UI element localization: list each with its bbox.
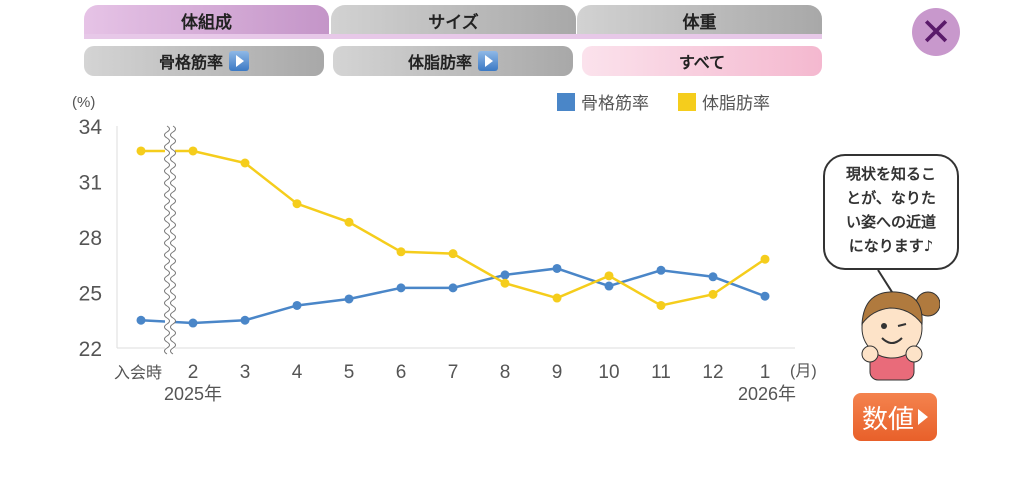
bubble-line: 現状を知るこ (845, 165, 936, 183)
tab-size[interactable]: サイズ (331, 5, 576, 35)
subtab-label: 骨格筋率 (158, 53, 223, 72)
data-point (292, 300, 302, 310)
y-tick-label: 25 (79, 283, 102, 306)
play-icon (918, 409, 928, 425)
y-tick-label: 22 (79, 338, 102, 361)
y-tick-label: 31 (79, 172, 102, 195)
data-point (240, 315, 250, 325)
x-axis-unit: (月) (790, 363, 817, 380)
data-point (604, 281, 614, 291)
data-point (760, 291, 770, 301)
legend-label: 骨格筋率 (581, 94, 649, 113)
bubble-line: になります♪ (848, 237, 934, 255)
series-line-0 (140, 267, 766, 325)
x-tick-label: 10 (598, 362, 619, 383)
data-point (708, 289, 718, 299)
tab-underline (84, 34, 822, 39)
y-axis-unit: (%) (72, 94, 95, 111)
year-label: 2026年 (738, 384, 796, 404)
data-point (552, 293, 562, 303)
x-tick-label: 5 (344, 362, 355, 383)
data-point (552, 263, 562, 273)
bubble-line: とが、なりた (846, 189, 936, 207)
data-point (500, 278, 510, 288)
x-tick-label: 6 (396, 362, 407, 383)
x-tick-label: 8 (500, 362, 511, 383)
data-point (604, 271, 614, 281)
data-point (188, 146, 198, 156)
speech-bubble: 現状を知るこ とが、なりた い姿への近道 になります♪ (823, 154, 959, 270)
data-point (136, 315, 146, 325)
bubble-line: い姿への近道 (845, 213, 936, 231)
y-tick-label: 28 (79, 227, 102, 250)
x-tick-label: 4 (292, 362, 303, 383)
data-point (760, 254, 770, 264)
numbers-label: 数値 (861, 404, 914, 435)
data-point (656, 300, 666, 310)
x-tick-label: 12 (702, 362, 723, 383)
tab-weight[interactable]: 体重 (577, 5, 822, 35)
subtab-all[interactable]: すべて (582, 46, 822, 76)
play-icon (229, 51, 249, 71)
data-point (396, 247, 406, 257)
close-button[interactable]: ✕ (912, 8, 960, 56)
data-point (448, 283, 458, 293)
data-point (448, 249, 458, 259)
legend-swatch (557, 93, 575, 111)
numbers-button[interactable]: 数値 (853, 393, 937, 441)
data-point (500, 270, 510, 280)
play-icon (478, 51, 498, 71)
x-tick-label: 入会時 (114, 364, 162, 382)
subtab-label: 体脂肪率 (407, 53, 472, 72)
axis-break-icon (170, 125, 176, 355)
close-icon: ✕ (920, 10, 952, 54)
legend-label: 体脂肪率 (702, 94, 770, 113)
x-tick-label: 9 (552, 362, 563, 383)
x-tick-label: 2 (188, 362, 199, 383)
series-line-1 (141, 149, 766, 307)
data-point (240, 158, 250, 168)
x-tick-label: 7 (448, 362, 459, 383)
legend-swatch (678, 93, 696, 111)
data-point (344, 217, 354, 227)
data-point (656, 265, 666, 275)
x-tick-label: 3 (240, 362, 251, 383)
subtab-skeletal-muscle[interactable]: 骨格筋率 (84, 46, 324, 76)
y-tick-label: 34 (79, 116, 103, 139)
data-point (344, 294, 354, 304)
data-point (396, 283, 406, 293)
tab-body-composition[interactable]: 体組成 (84, 5, 329, 35)
axis-break-icon (164, 125, 170, 355)
character-illustration (861, 269, 940, 381)
data-point (188, 318, 198, 328)
year-label: 2025年 (164, 384, 222, 404)
subtab-body-fat[interactable]: 体脂肪率 (333, 46, 573, 76)
subtab-label: すべて (678, 53, 726, 72)
data-point (136, 146, 146, 156)
x-tick-label: 11 (651, 362, 671, 383)
data-point (292, 199, 302, 209)
data-point (708, 272, 718, 282)
x-tick-label: 1 (760, 362, 771, 383)
